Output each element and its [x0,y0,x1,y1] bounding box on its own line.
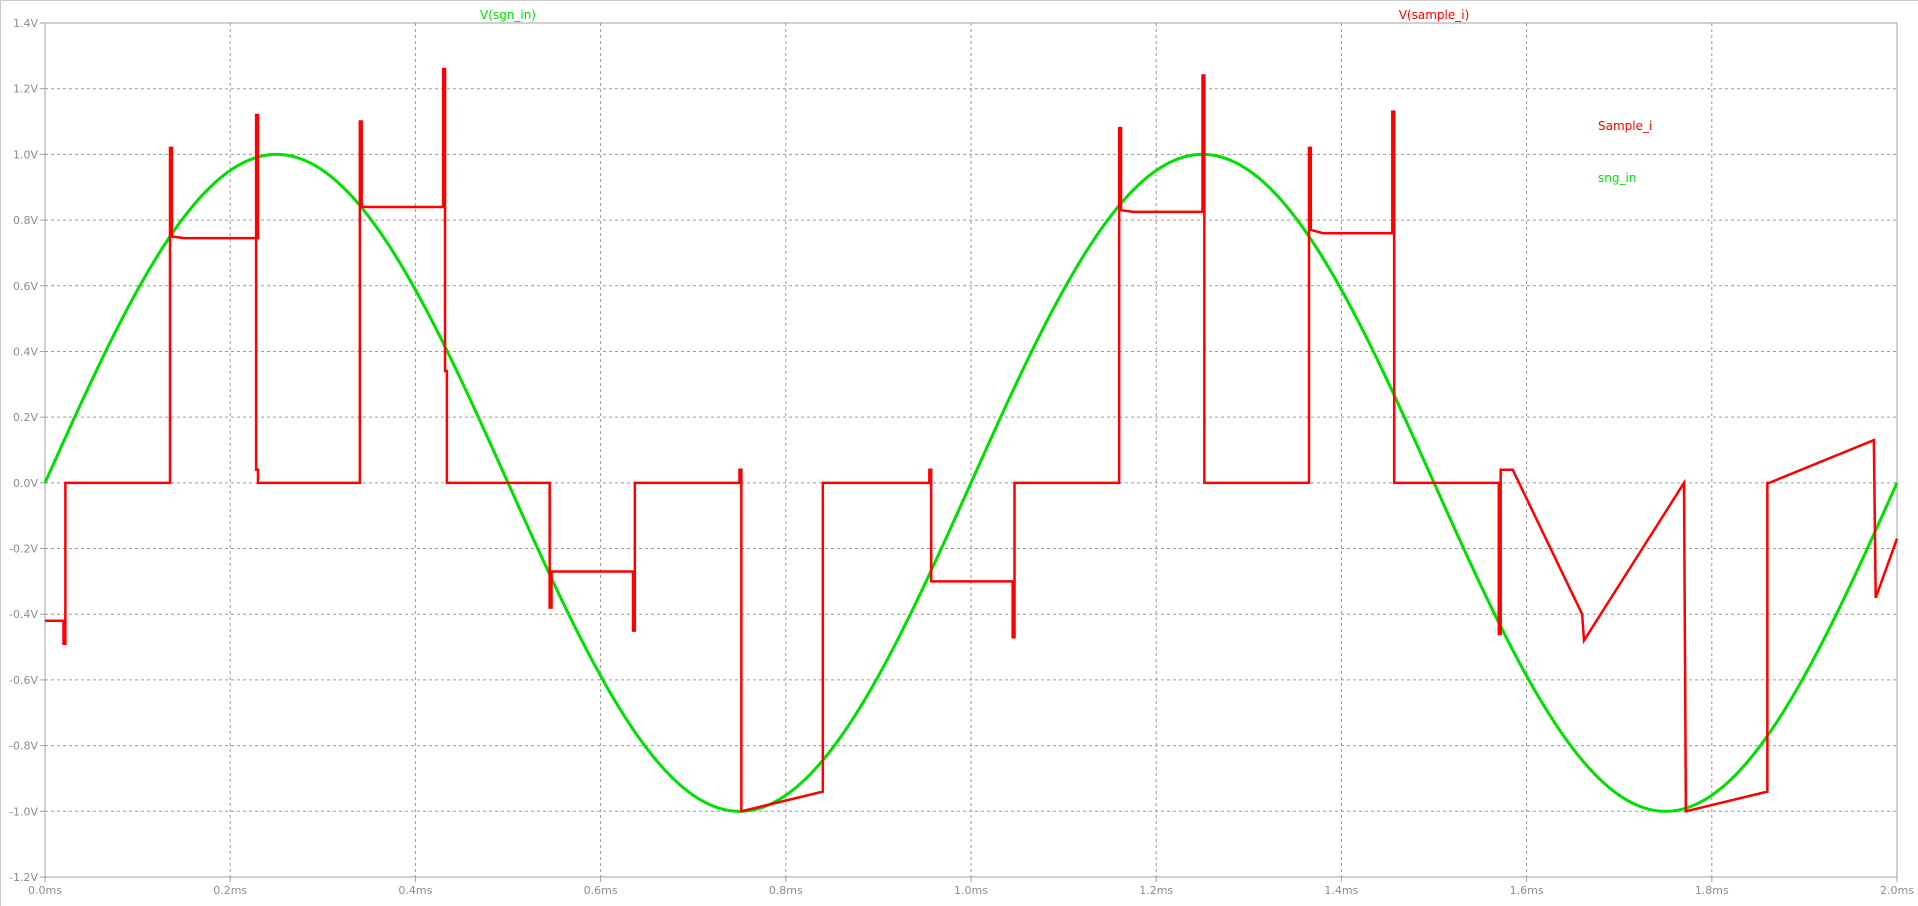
x-tick-label: 1.6ms [1510,884,1544,897]
x-tick-label: 0.0ms [28,884,62,897]
y-tick-label: -0.6V [9,674,38,687]
series-layer [43,67,1899,813]
legend-entry-sample-i: Sample_i [1598,119,1652,133]
y-tick-label: -0.2V [9,543,38,556]
x-tick-label: 1.0ms [954,884,988,897]
x-tick-label: 0.6ms [584,884,618,897]
x-tick-label: 0.2ms [213,884,247,897]
y-tick-label: -0.8V [9,740,38,753]
trace-label-sgn-in[interactable]: V(sgn_in) [480,8,536,22]
x-tick-label: 1.2ms [1139,884,1173,897]
y-tick-label: -1.0V [9,805,38,818]
y-tick-label: 1.0V [13,148,38,161]
grid-layer [45,23,1897,877]
series-sample-i [45,67,1899,813]
y-tick-label: 0.6V [13,280,38,293]
series-sgn-in [43,152,1899,813]
x-tick-label: 2.0ms [1880,884,1914,897]
x-tick-label: 1.4ms [1324,884,1358,897]
plot-frame [44,22,1898,878]
x-tick-label: 1.8ms [1695,884,1729,897]
y-tick-label: -0.4V [9,608,38,621]
y-tick-label: 1.2V [13,83,38,96]
x-tick-label: 0.4ms [398,884,432,897]
y-tick-label: 0.0V [13,477,38,490]
trace-label-sample-i[interactable]: V(sample_i) [1399,8,1470,22]
legend-entry-sgn-in: sng_in [1598,171,1636,185]
tick-labels: 0.0ms 0.2ms 0.4ms 0.6ms 0.8ms 1.0ms 1.2ms 1.4ms… [9,17,1914,897]
x-tick-label: 0.8ms [769,884,803,897]
y-tick-label: 0.8V [13,214,38,227]
y-tick-label: -1.2V [9,871,38,884]
y-tick-label: 0.4V [13,345,38,358]
y-tick-label: 1.4V [13,17,38,30]
y-tick-label: 0.2V [13,411,38,424]
